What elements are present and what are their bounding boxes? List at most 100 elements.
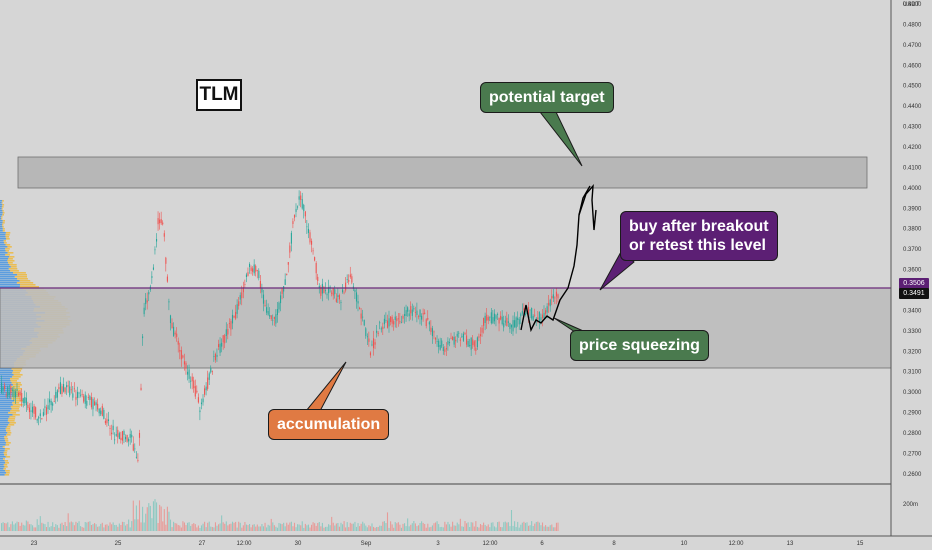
- volume-bar: [464, 521, 465, 531]
- volume-bar: [60, 524, 61, 531]
- volume-bar: [418, 525, 419, 531]
- volume-bar: [68, 513, 69, 531]
- candle-body: [221, 343, 222, 347]
- profile-bar-buy: [0, 446, 3, 448]
- volume-bar: [337, 523, 338, 531]
- volume-bar: [410, 525, 411, 531]
- candle-body: [46, 407, 47, 415]
- candle-body: [513, 320, 514, 331]
- volume-bar: [111, 524, 112, 531]
- volume-bar: [79, 521, 80, 531]
- volume-bar: [430, 527, 431, 531]
- candle-body: [511, 325, 512, 328]
- volume-bar: [195, 524, 196, 531]
- candle-body: [412, 310, 413, 316]
- volume-bar: [167, 507, 168, 531]
- profile-bar-buy: [0, 410, 10, 412]
- candle-body: [407, 307, 408, 311]
- candle-body: [358, 301, 359, 303]
- price-tick: 0.2700: [903, 451, 922, 457]
- candle-body: [234, 316, 235, 317]
- volume-bar: [282, 524, 283, 531]
- volume-bar: [1, 523, 2, 531]
- volume-bar: [92, 524, 93, 531]
- candle-body: [184, 361, 185, 364]
- candle-body: [182, 356, 183, 358]
- profile-bar-buy: [0, 250, 6, 252]
- candle-body: [72, 393, 73, 397]
- profile-bar-sell: [5, 440, 8, 442]
- profile-bar-sell: [2, 204, 4, 206]
- profile-bar-buy: [0, 424, 8, 426]
- candle-body: [548, 303, 549, 306]
- volume-bar: [215, 522, 216, 531]
- volume-bar: [469, 527, 470, 531]
- candle-body: [429, 322, 430, 324]
- volume-bar: [492, 522, 493, 531]
- candle-body: [92, 399, 93, 409]
- profile-bar-sell: [11, 266, 17, 268]
- candle-body: [151, 276, 152, 278]
- candle-body: [71, 389, 72, 390]
- candle-body: [416, 311, 417, 315]
- candle-body: [384, 319, 385, 324]
- profile-bar-buy: [0, 234, 5, 236]
- volume-bar: [472, 523, 473, 532]
- candle-body: [187, 372, 188, 375]
- volume-bar: [297, 524, 298, 531]
- profile-bar-sell: [12, 408, 20, 410]
- profile-bar-sell: [2, 200, 4, 202]
- volume-bar: [463, 527, 464, 531]
- profile-bar-buy: [0, 276, 15, 278]
- candle-body: [32, 407, 33, 413]
- profile-bar-sell: [2, 202, 3, 204]
- candle-body: [209, 373, 210, 380]
- profile-bar-sell: [8, 262, 13, 264]
- volume-bar: [96, 524, 97, 531]
- profile-bar-buy: [0, 202, 2, 204]
- volume-bar: [437, 521, 438, 531]
- candle-body: [82, 394, 83, 395]
- volume-bar: [438, 524, 439, 531]
- profile-bar-sell: [6, 442, 11, 444]
- candle-body: [393, 321, 394, 324]
- candle-body: [488, 317, 489, 320]
- candle-body: [40, 413, 41, 416]
- profile-bar-sell: [13, 384, 22, 386]
- volume-bar: [274, 525, 275, 531]
- volume-bar: [196, 527, 197, 531]
- volume-bar: [105, 525, 106, 531]
- candle-body: [435, 338, 436, 340]
- candle-body: [60, 382, 61, 394]
- candle-body: [66, 385, 67, 387]
- volume-bar: [224, 524, 225, 531]
- profile-bar-sell: [13, 404, 23, 406]
- profile-bar-sell: [2, 224, 3, 226]
- volume-bar: [528, 526, 529, 531]
- volume-bar: [398, 522, 399, 531]
- volume-bar: [204, 522, 205, 531]
- volume-bar: [247, 525, 248, 531]
- profile-bar-sell: [3, 220, 5, 222]
- candle-body: [38, 417, 39, 419]
- volume-bar: [390, 521, 391, 531]
- candle-body: [545, 310, 546, 314]
- profile-bar-buy: [0, 434, 6, 436]
- candle-body: [537, 317, 538, 319]
- candle-body: [114, 439, 115, 440]
- profile-bar-buy: [0, 422, 9, 424]
- profile-bar-buy: [0, 406, 11, 408]
- candle-body: [117, 430, 118, 437]
- profile-bar-buy: [0, 376, 12, 378]
- candle-body: [168, 301, 169, 302]
- volume-bar: [85, 522, 86, 531]
- volume-bar: [179, 526, 180, 532]
- volume-bar: [201, 525, 202, 531]
- price-tick: 0.3300: [903, 329, 922, 335]
- volume-bar: [319, 522, 320, 531]
- candle-body: [266, 307, 267, 313]
- candle-body: [364, 320, 365, 325]
- volume-bar: [432, 525, 433, 531]
- candle-body: [51, 401, 52, 405]
